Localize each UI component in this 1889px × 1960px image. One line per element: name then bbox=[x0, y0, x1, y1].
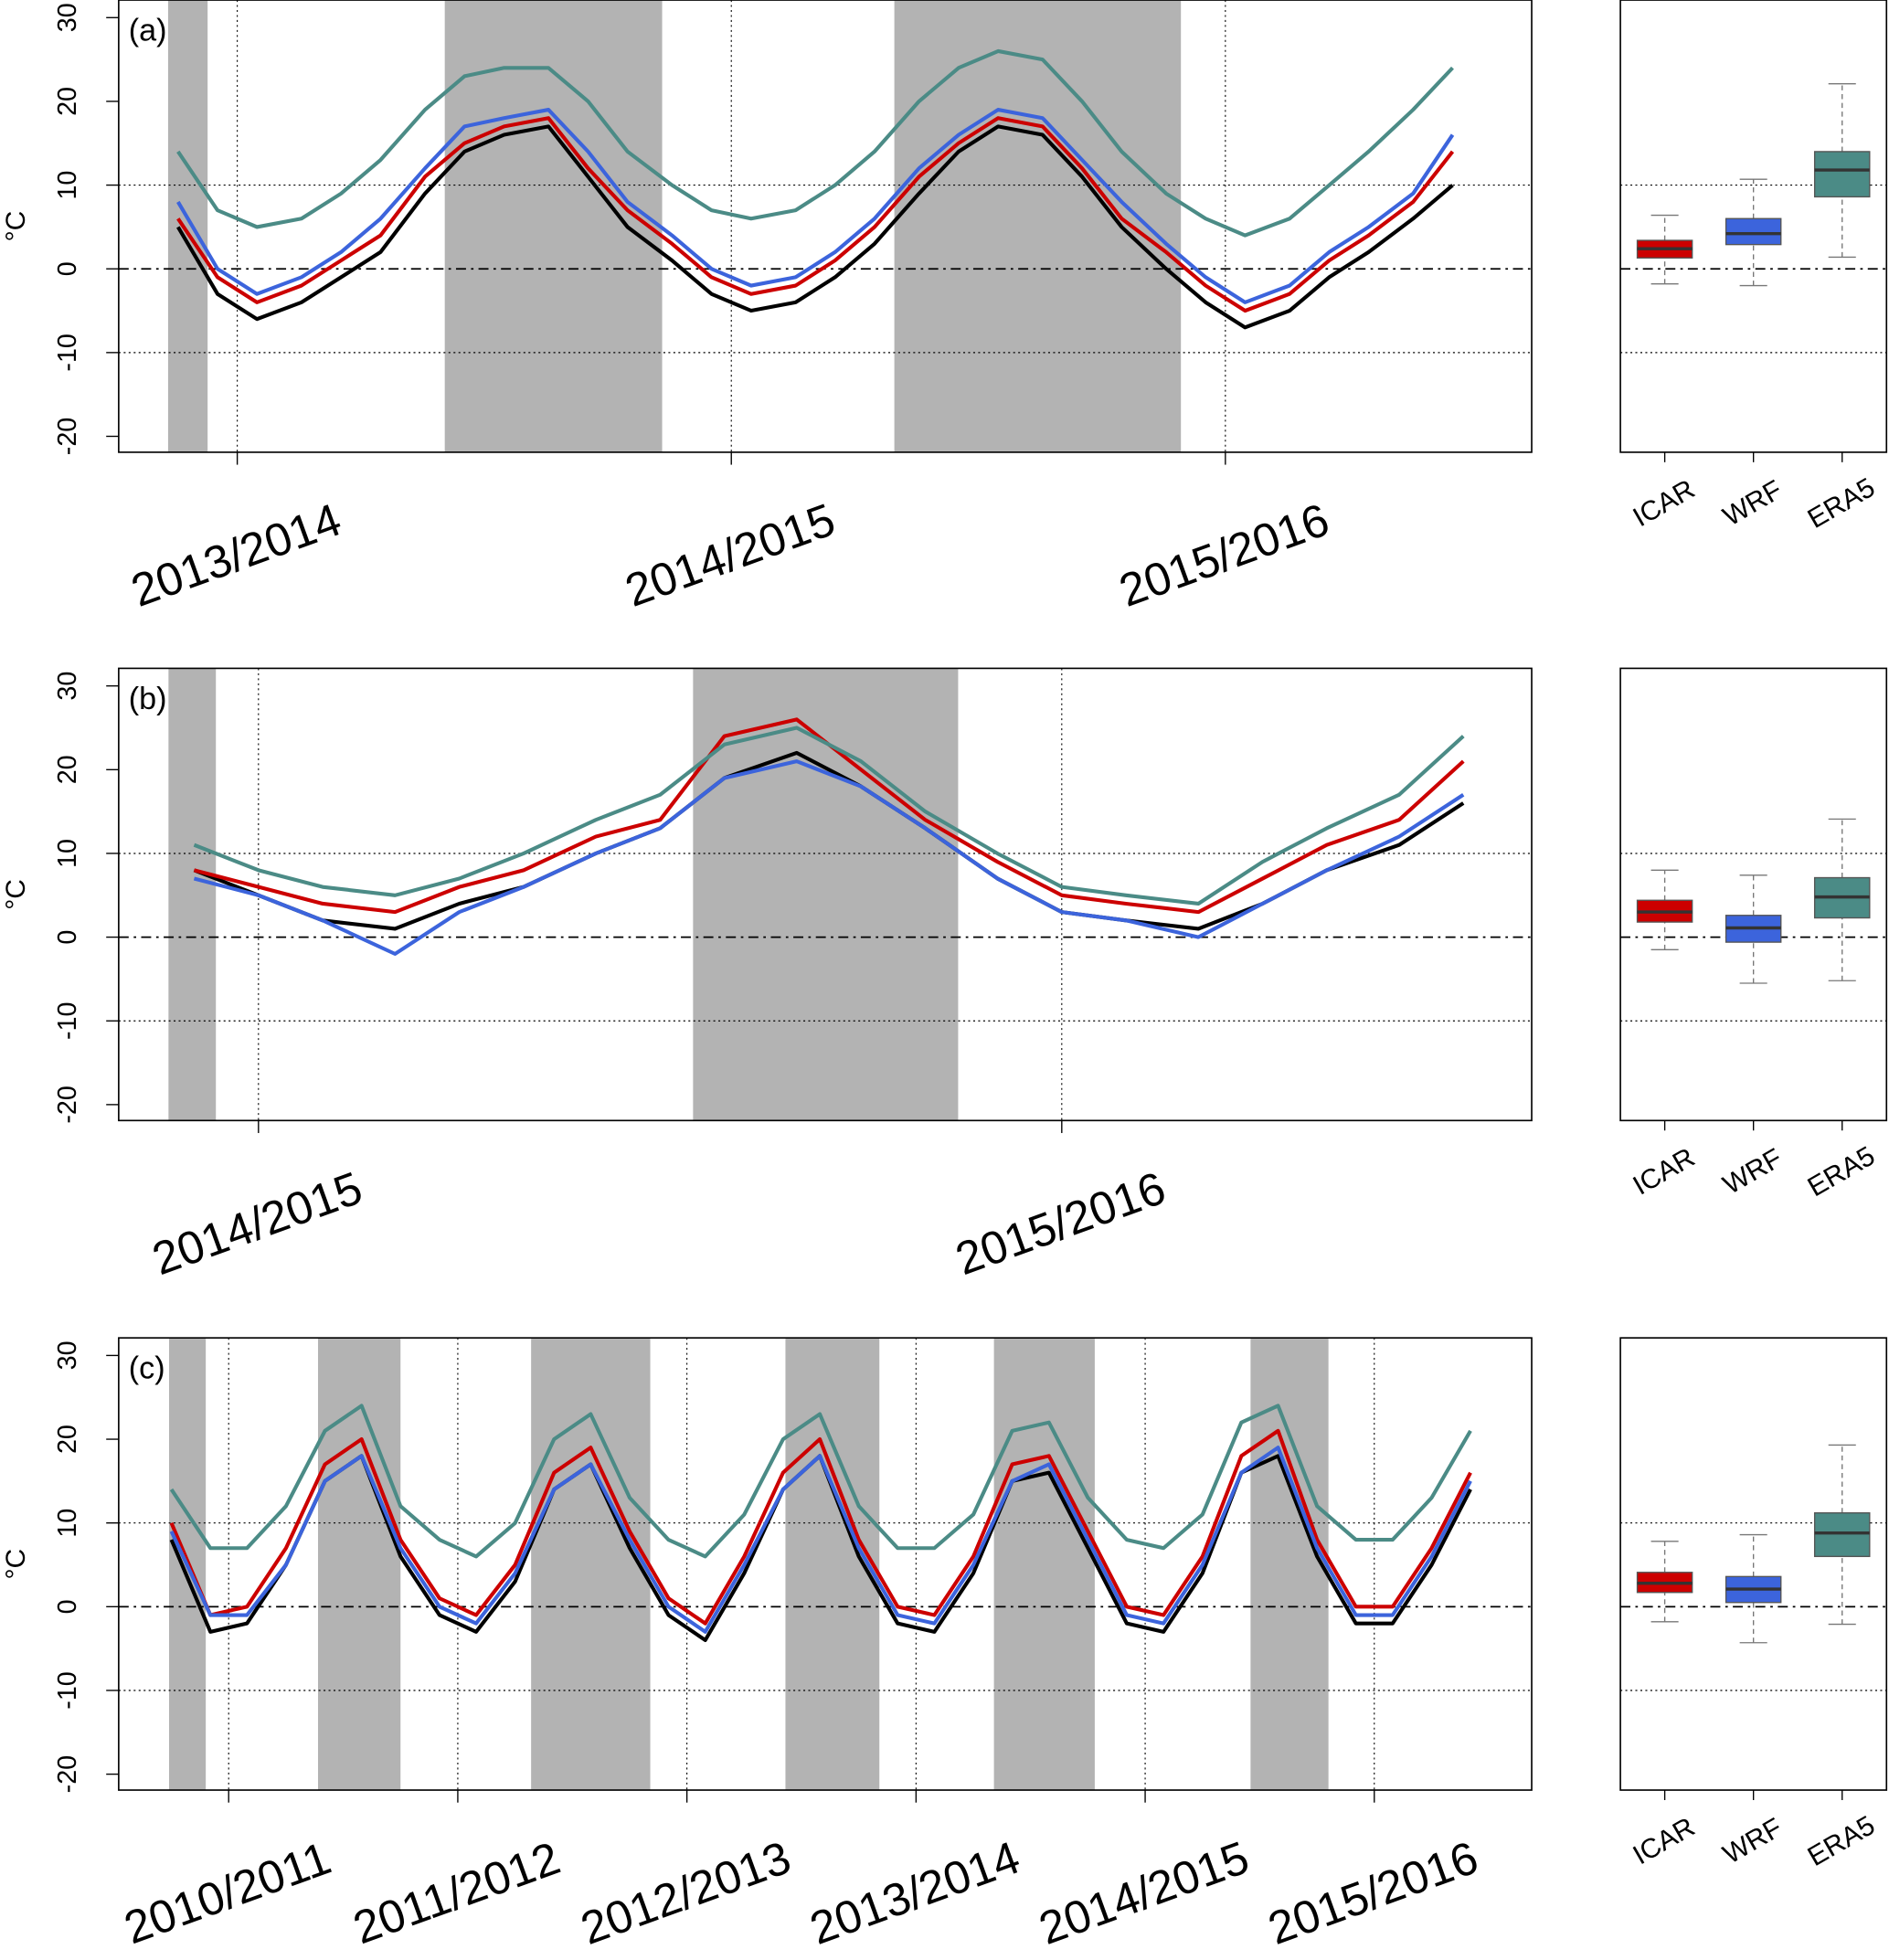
series-line bbox=[169, 1446, 1472, 1634]
y-tick-label: -10 bbox=[53, 1671, 82, 1709]
shaded-period bbox=[317, 1338, 401, 1791]
y-tick-label: 10 bbox=[53, 839, 82, 868]
shaded-period bbox=[168, 668, 217, 1121]
x-tick-label: 2015/2016 bbox=[1261, 1831, 1484, 1955]
y-axis-label: °C bbox=[1, 1549, 31, 1580]
series-line bbox=[176, 116, 1455, 313]
x-tick-label: 2012/2013 bbox=[574, 1831, 797, 1955]
series-line bbox=[176, 124, 1454, 330]
y-axis-label: °C bbox=[1, 879, 31, 910]
panel-label: (b) bbox=[129, 682, 167, 716]
y-tick-label: 30 bbox=[53, 1340, 82, 1370]
plot-frame bbox=[118, 667, 1533, 1122]
y-tick-label: 20 bbox=[53, 87, 82, 116]
category-label: ICAR bbox=[1628, 1812, 1700, 1870]
y-tick-label: 20 bbox=[53, 755, 82, 784]
category-label: ERA5 bbox=[1803, 472, 1881, 535]
x-tick-label: 2013/2014 bbox=[803, 1831, 1026, 1955]
category-label: ERA5 bbox=[1803, 1140, 1881, 1202]
series-line bbox=[169, 1428, 1472, 1626]
series-line bbox=[176, 108, 1455, 304]
y-tick-label: 0 bbox=[53, 1599, 82, 1614]
y-tick-label: -10 bbox=[53, 1002, 82, 1040]
y-tick-label: 0 bbox=[53, 261, 82, 276]
box bbox=[1725, 217, 1782, 246]
shaded-period bbox=[167, 0, 208, 452]
series-line bbox=[169, 1404, 1472, 1559]
shaded-period bbox=[531, 1338, 651, 1791]
plot-frame bbox=[1619, 0, 1888, 453]
panel-label: (c) bbox=[129, 1351, 165, 1386]
series-line bbox=[193, 759, 1465, 956]
plot-frame bbox=[1619, 1337, 1888, 1791]
y-tick-label: 30 bbox=[53, 672, 82, 701]
plot-frame bbox=[1619, 667, 1888, 1122]
x-tick-label: 2014/2015 bbox=[145, 1161, 368, 1285]
plot-frame bbox=[118, 0, 1533, 453]
category-label: ICAR bbox=[1628, 1142, 1700, 1201]
y-tick-label: 10 bbox=[53, 171, 82, 200]
y-axis-label: °C bbox=[1, 211, 31, 242]
box bbox=[1813, 1512, 1871, 1558]
y-tick-label: -10 bbox=[53, 334, 82, 371]
series-line bbox=[176, 48, 1454, 238]
x-tick-label: 2013/2014 bbox=[124, 493, 347, 617]
x-tick-label: 2014/2015 bbox=[619, 493, 842, 617]
x-tick-label: 2010/2011 bbox=[117, 1831, 337, 1954]
category-label: ERA5 bbox=[1803, 1810, 1881, 1872]
category-label: WRF bbox=[1718, 475, 1788, 533]
plot-frame bbox=[118, 1337, 1533, 1791]
box bbox=[1813, 151, 1871, 198]
y-tick-label: 10 bbox=[53, 1509, 82, 1538]
shaded-period bbox=[693, 668, 959, 1121]
category-label: WRF bbox=[1718, 1143, 1788, 1201]
category-label: WRF bbox=[1718, 1813, 1788, 1870]
y-tick-label: -20 bbox=[53, 1086, 82, 1123]
y-tick-label: -20 bbox=[53, 418, 82, 455]
x-tick-label: 2014/2015 bbox=[1033, 1831, 1256, 1955]
y-tick-label: -20 bbox=[53, 1755, 82, 1793]
x-tick-label: 2015/2016 bbox=[949, 1161, 1172, 1285]
panel-label: (a) bbox=[129, 14, 167, 48]
x-tick-label: 2011/2012 bbox=[346, 1831, 567, 1954]
y-tick-label: 0 bbox=[53, 930, 82, 945]
y-tick-label: 20 bbox=[53, 1425, 82, 1454]
shaded-period bbox=[894, 0, 1182, 452]
shaded-period bbox=[993, 1338, 1095, 1791]
shaded-period bbox=[444, 0, 663, 452]
shaded-period bbox=[1250, 1338, 1329, 1791]
category-label: ICAR bbox=[1628, 474, 1700, 533]
y-tick-label: 30 bbox=[53, 3, 82, 32]
x-tick-label: 2015/2016 bbox=[1112, 493, 1335, 617]
series-line bbox=[193, 726, 1465, 906]
